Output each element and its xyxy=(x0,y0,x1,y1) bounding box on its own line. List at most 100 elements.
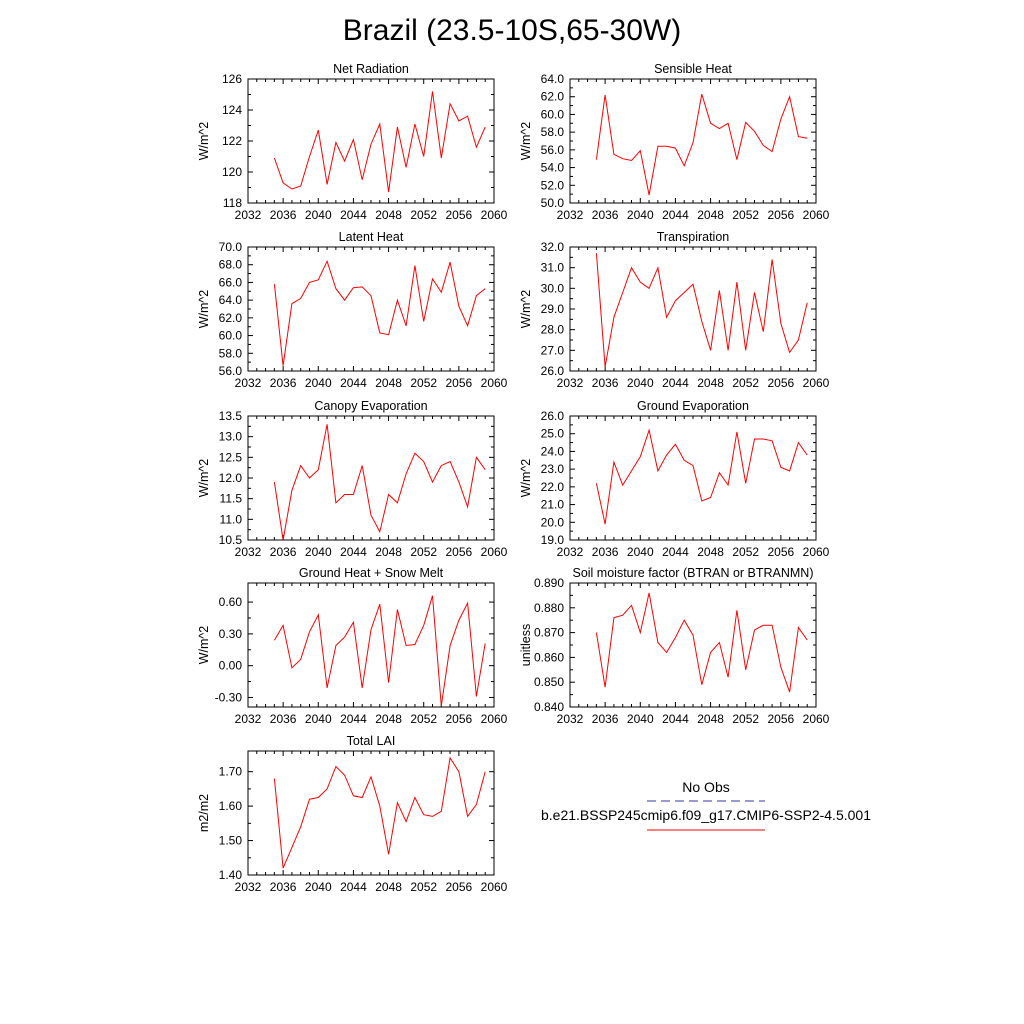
transpiration-xtick-label: 2040 xyxy=(627,376,654,390)
transpiration-title: Transpiration xyxy=(657,230,730,244)
ground-evaporation-xtick-label: 2040 xyxy=(627,545,654,559)
ground-evaporation-ytick-label: 19.0 xyxy=(541,533,565,547)
canopy-evaporation-xtick-label: 2052 xyxy=(410,545,437,559)
ground-evaporation-ytick-label: 22.0 xyxy=(541,480,565,494)
transpiration-ytick-label: 27.0 xyxy=(541,343,565,357)
canopy-evaporation-ytick-label: 13.0 xyxy=(219,430,243,444)
sensible-heat-xtick-label: 2032 xyxy=(557,208,584,222)
sensible-heat-xtick-label: 2044 xyxy=(662,208,689,222)
soil-moisture-factor-btran-or-btranmn-xtick-label: 2044 xyxy=(662,712,689,726)
ground-heat-snow-melt-title: Ground Heat + Snow Melt xyxy=(299,566,444,580)
net-radiation-ytick-label: 126 xyxy=(222,72,242,86)
panels-group: Net Radiation 2032 2036 2040 2044 2048 2052 205… xyxy=(197,62,830,894)
canopy-evaporation-ytick-label: 13.5 xyxy=(219,409,243,423)
canopy-evaporation-xtick-label: 2040 xyxy=(305,545,332,559)
latent-heat-xtick-label: 2044 xyxy=(340,376,367,390)
panel-ground-heat-snow-melt: Ground Heat + Snow Melt 2032 2036 2040 2044 2… xyxy=(197,566,508,726)
sensible-heat-ylabel: W/m^2 xyxy=(519,122,533,161)
sensible-heat-xtick-label: 2048 xyxy=(697,208,724,222)
ground-heat-snow-melt-xtick-label: 2036 xyxy=(270,712,297,726)
panel-canopy-evaporation: Canopy Evaporation 2032 2036 2040 2044 2048 20… xyxy=(197,399,508,559)
latent-heat-ytick-label: 70.0 xyxy=(219,240,243,254)
soil-moisture-factor-btran-or-btranmn-xtick-label: 2048 xyxy=(697,712,724,726)
total-lai-series-line xyxy=(273,756,486,869)
canopy-evaporation-xtick-label: 2056 xyxy=(446,545,473,559)
sensible-heat-ytick-label: 52.0 xyxy=(541,178,565,192)
transpiration-xtick-label: 2060 xyxy=(803,376,830,390)
canopy-evaporation-ytick-label: 11.5 xyxy=(220,492,243,506)
net-radiation-xtick-label: 2036 xyxy=(270,208,297,222)
ground-heat-snow-melt-xtick-label: 2052 xyxy=(410,712,437,726)
soil-moisture-factor-btran-or-btranmn-xtick-label: 2056 xyxy=(768,712,795,726)
panel-net-radiation: Net Radiation 2032 2036 2040 2044 2048 2052 205… xyxy=(197,62,508,222)
ground-evaporation-xtick-label: 2036 xyxy=(592,545,619,559)
sensible-heat-ytick-label: 64.0 xyxy=(541,72,565,86)
latent-heat-ytick-label: 56.0 xyxy=(219,364,243,378)
total-lai-xtick-label: 2052 xyxy=(410,880,437,894)
ground-evaporation-ytick-label: 20.0 xyxy=(541,515,565,529)
sensible-heat-ytick-label: 60.0 xyxy=(541,107,565,121)
legend-model-label: b.e21.BSSP245cmip6.f09_g17.CMIP6-SSP2-4.… xyxy=(541,807,871,823)
ground-heat-snow-melt-plot-frame xyxy=(247,582,495,708)
panel-total-lai: Total LAI 2032 2036 2040 2044 2048 2052 2056 206… xyxy=(197,734,508,894)
ground-heat-snow-melt-series-line xyxy=(273,595,486,706)
net-radiation-series-line xyxy=(273,91,486,193)
transpiration-ytick-label: 32.0 xyxy=(541,240,565,254)
ground-evaporation-ylabel: W/m^2 xyxy=(519,459,533,498)
net-radiation-ytick-label: 120 xyxy=(222,165,242,179)
canopy-evaporation-ytick-label: 12.5 xyxy=(219,450,243,464)
latent-heat-title: Latent Heat xyxy=(339,230,404,244)
canopy-evaporation-ytick-label: 11.0 xyxy=(220,512,243,526)
transpiration-xtick-label: 2036 xyxy=(592,376,619,390)
figure-title: Brazil (23.5-10S,65-30W) xyxy=(343,14,681,47)
canopy-evaporation-series-line xyxy=(273,424,486,541)
soil-moisture-factor-btran-or-btranmn-xtick-label: 2040 xyxy=(627,712,654,726)
soil-moisture-factor-btran-or-btranmn-ytick-label: 0.860 xyxy=(534,650,564,664)
net-radiation-xtick-label: 2044 xyxy=(340,208,367,222)
soil-moisture-factor-btran-or-btranmn-xtick-label: 2036 xyxy=(592,712,619,726)
latent-heat-xtick-label: 2056 xyxy=(446,376,473,390)
canopy-evaporation-xtick-label: 2044 xyxy=(340,545,367,559)
soil-moisture-factor-btran-or-btranmn-plot-frame xyxy=(569,582,817,708)
total-lai-ytick-label: 1.40 xyxy=(219,868,243,882)
sensible-heat-ytick-label: 50.0 xyxy=(541,196,565,210)
sensible-heat-xtick-label: 2040 xyxy=(627,208,654,222)
net-radiation-title: Net Radiation xyxy=(333,62,409,76)
latent-heat-ylabel: W/m^2 xyxy=(197,290,211,329)
legend: No Obs b.e21.BSSP245cmip6.f09_g17.CMIP6-… xyxy=(541,779,871,831)
canopy-evaporation-ylabel: W/m^2 xyxy=(197,459,211,498)
transpiration-ytick-label: 29.0 xyxy=(541,302,565,316)
soil-moisture-factor-btran-or-btranmn-ytick-label: 0.890 xyxy=(534,576,564,590)
transpiration-ylabel: W/m^2 xyxy=(519,290,533,329)
canopy-evaporation-xtick-label: 2060 xyxy=(481,545,508,559)
ground-evaporation-xtick-label: 2044 xyxy=(662,545,689,559)
ground-evaporation-plot-frame xyxy=(569,415,817,541)
ground-evaporation-title: Ground Evaporation xyxy=(637,399,749,413)
soil-moisture-factor-btran-or-btranmn-ytick-label: 0.850 xyxy=(534,675,564,689)
ground-evaporation-series-line xyxy=(595,428,808,525)
transpiration-xtick-label: 2056 xyxy=(768,376,795,390)
sensible-heat-title: Sensible Heat xyxy=(654,62,732,76)
ground-evaporation-ytick-label: 25.0 xyxy=(541,427,565,441)
latent-heat-series-line xyxy=(273,259,486,366)
ground-heat-snow-melt-ytick-label: -0.30 xyxy=(215,690,243,704)
sensible-heat-ytick-label: 58.0 xyxy=(541,125,565,139)
total-lai-xtick-label: 2036 xyxy=(270,880,297,894)
sensible-heat-xtick-label: 2036 xyxy=(592,208,619,222)
net-radiation-ytick-label: 118 xyxy=(223,196,242,210)
transpiration-xtick-label: 2032 xyxy=(557,376,584,390)
latent-heat-xtick-label: 2036 xyxy=(270,376,297,390)
soil-moisture-factor-btran-or-btranmn-ytick-label: 0.870 xyxy=(534,626,564,640)
transpiration-xtick-label: 2052 xyxy=(732,376,759,390)
canopy-evaporation-title: Canopy Evaporation xyxy=(314,399,427,413)
soil-moisture-factor-btran-or-btranmn-title: Soil moisture factor (BTRAN or BTRANMN) xyxy=(572,566,813,580)
total-lai-xtick-label: 2040 xyxy=(305,880,332,894)
net-radiation-ylabel: W/m^2 xyxy=(197,122,211,161)
canopy-evaporation-ytick-label: 12.0 xyxy=(219,471,243,485)
panel-sensible-heat: Sensible Heat 2032 2036 2040 2044 2048 2052 205… xyxy=(519,62,830,222)
ground-evaporation-ytick-label: 21.0 xyxy=(541,498,565,512)
soil-moisture-factor-btran-or-btranmn-xtick-label: 2032 xyxy=(557,712,584,726)
transpiration-xtick-label: 2048 xyxy=(697,376,724,390)
total-lai-xtick-label: 2060 xyxy=(481,880,508,894)
total-lai-ytick-label: 1.50 xyxy=(219,834,243,848)
